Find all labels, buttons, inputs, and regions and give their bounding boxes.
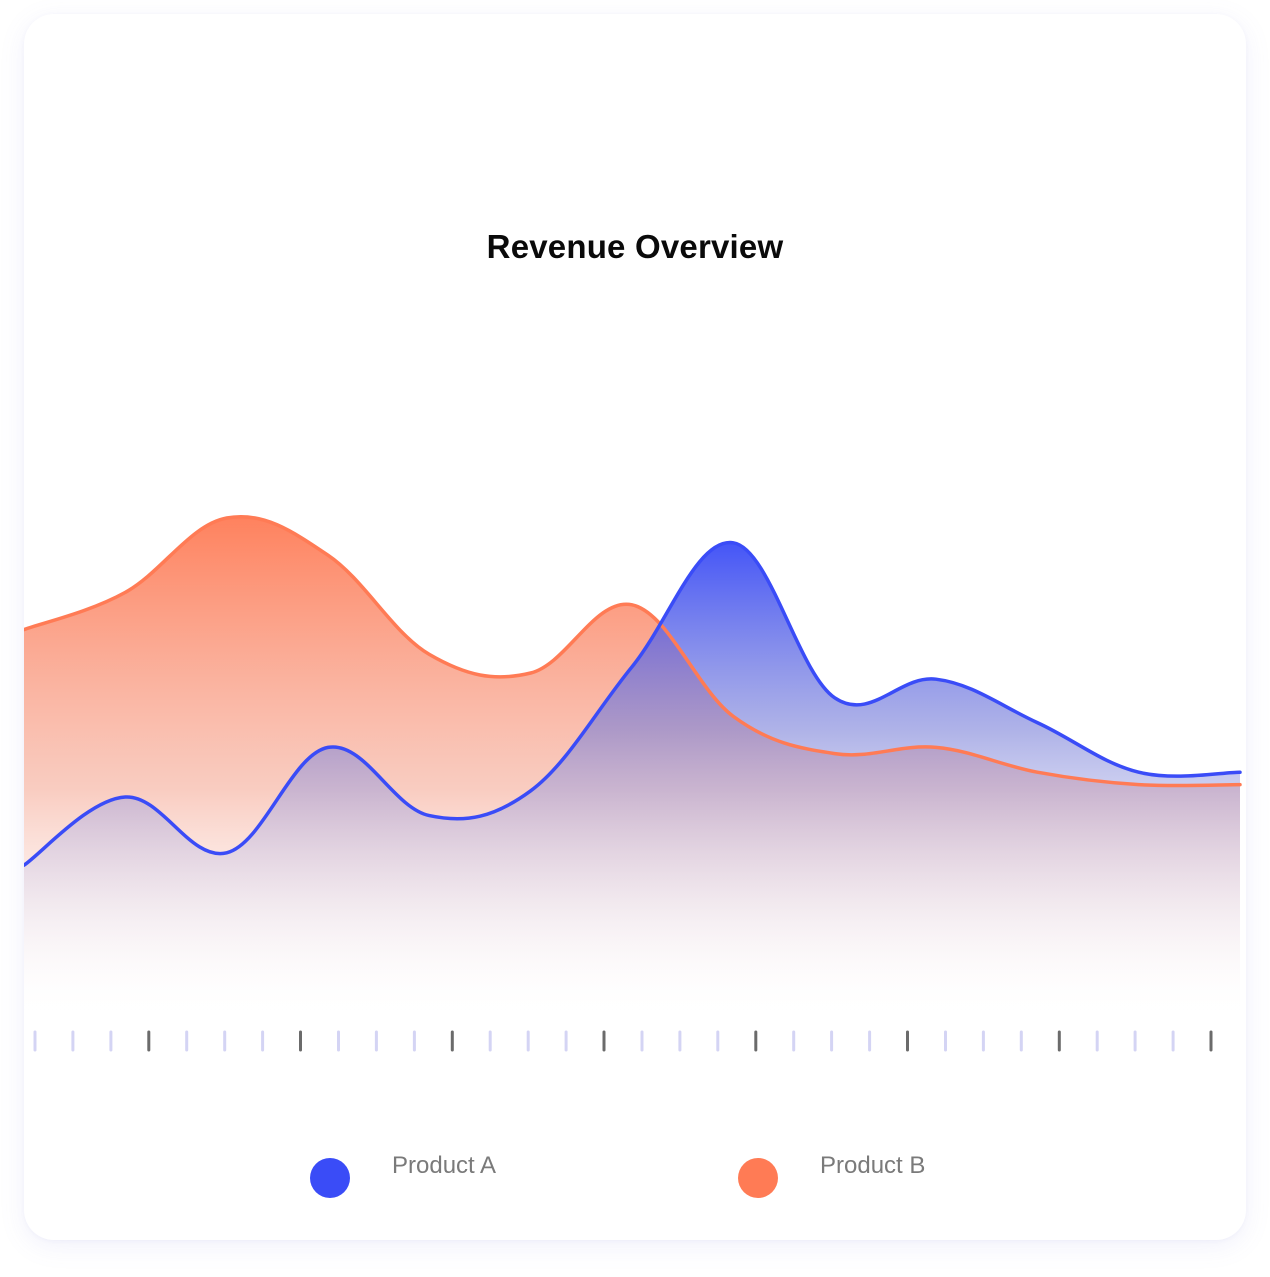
line-product-b — [24, 515, 1242, 788]
legend-label-product-a: Product A — [392, 1152, 497, 1179]
legend-swatch-product-b — [738, 1158, 778, 1198]
series-areas — [24, 516, 1240, 1014]
chart-plot — [24, 515, 1242, 1052]
legend-swatch-product-a — [310, 1158, 350, 1198]
legend-label-product-b: Product B — [820, 1152, 926, 1179]
legend: Product A Product B — [24, 1152, 1246, 1202]
x-axis-ticks — [33, 1030, 1213, 1052]
series-lines — [24, 515, 1242, 867]
area-product-a — [24, 542, 1240, 1014]
chart-card: Revenue Overview Product A Product B — [24, 14, 1246, 1240]
line-product-a — [24, 541, 1242, 867]
chart-title: Revenue Overview — [486, 228, 784, 265]
